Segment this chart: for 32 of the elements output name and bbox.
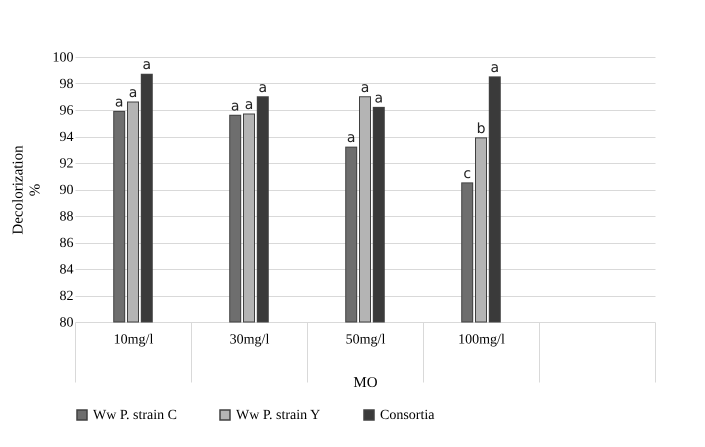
data-label: a [244,96,254,113]
y-tick-label: 98 [60,77,74,92]
y-tick-label: 96 [60,104,74,118]
x-tick-label: 100mg/l [458,332,505,348]
y-tick-label: 92 [60,156,74,172]
data-label: a [374,90,384,106]
y-axis-title: Decolorization % [10,144,44,235]
data-label: c [463,166,472,182]
x-axis-title: MO [353,375,378,391]
y-tick-label: 84 [60,262,74,278]
y-tick-label: 88 [60,210,74,224]
x-tick-label: 30mg/l [230,332,270,348]
y-tick-label: 90 [60,183,74,198]
y-tick-label: 94 [60,130,74,145]
data-label: a [142,57,152,74]
y-tick-label: 86 [60,236,74,251]
x-tick-label: 10mg/l [114,332,154,348]
legend-label: Consortia [380,408,436,423]
data-label: a [128,85,138,102]
data-label: a [346,130,356,146]
data-label: a [490,60,500,76]
y-tick-label: 82 [60,289,74,304]
data-label: a [258,80,268,96]
data-label: b [476,120,486,137]
data-label: a [114,94,124,110]
y-tick-label: 100 [52,50,74,66]
x-tick-label: 50mg/l [346,332,386,348]
y-tick-label: 80 [60,316,74,330]
legend-label: Ww P. strain Y [236,408,320,423]
data-label: a [360,80,370,96]
legend-label: Ww P. strain C [93,408,177,423]
data-label: a [230,98,240,114]
